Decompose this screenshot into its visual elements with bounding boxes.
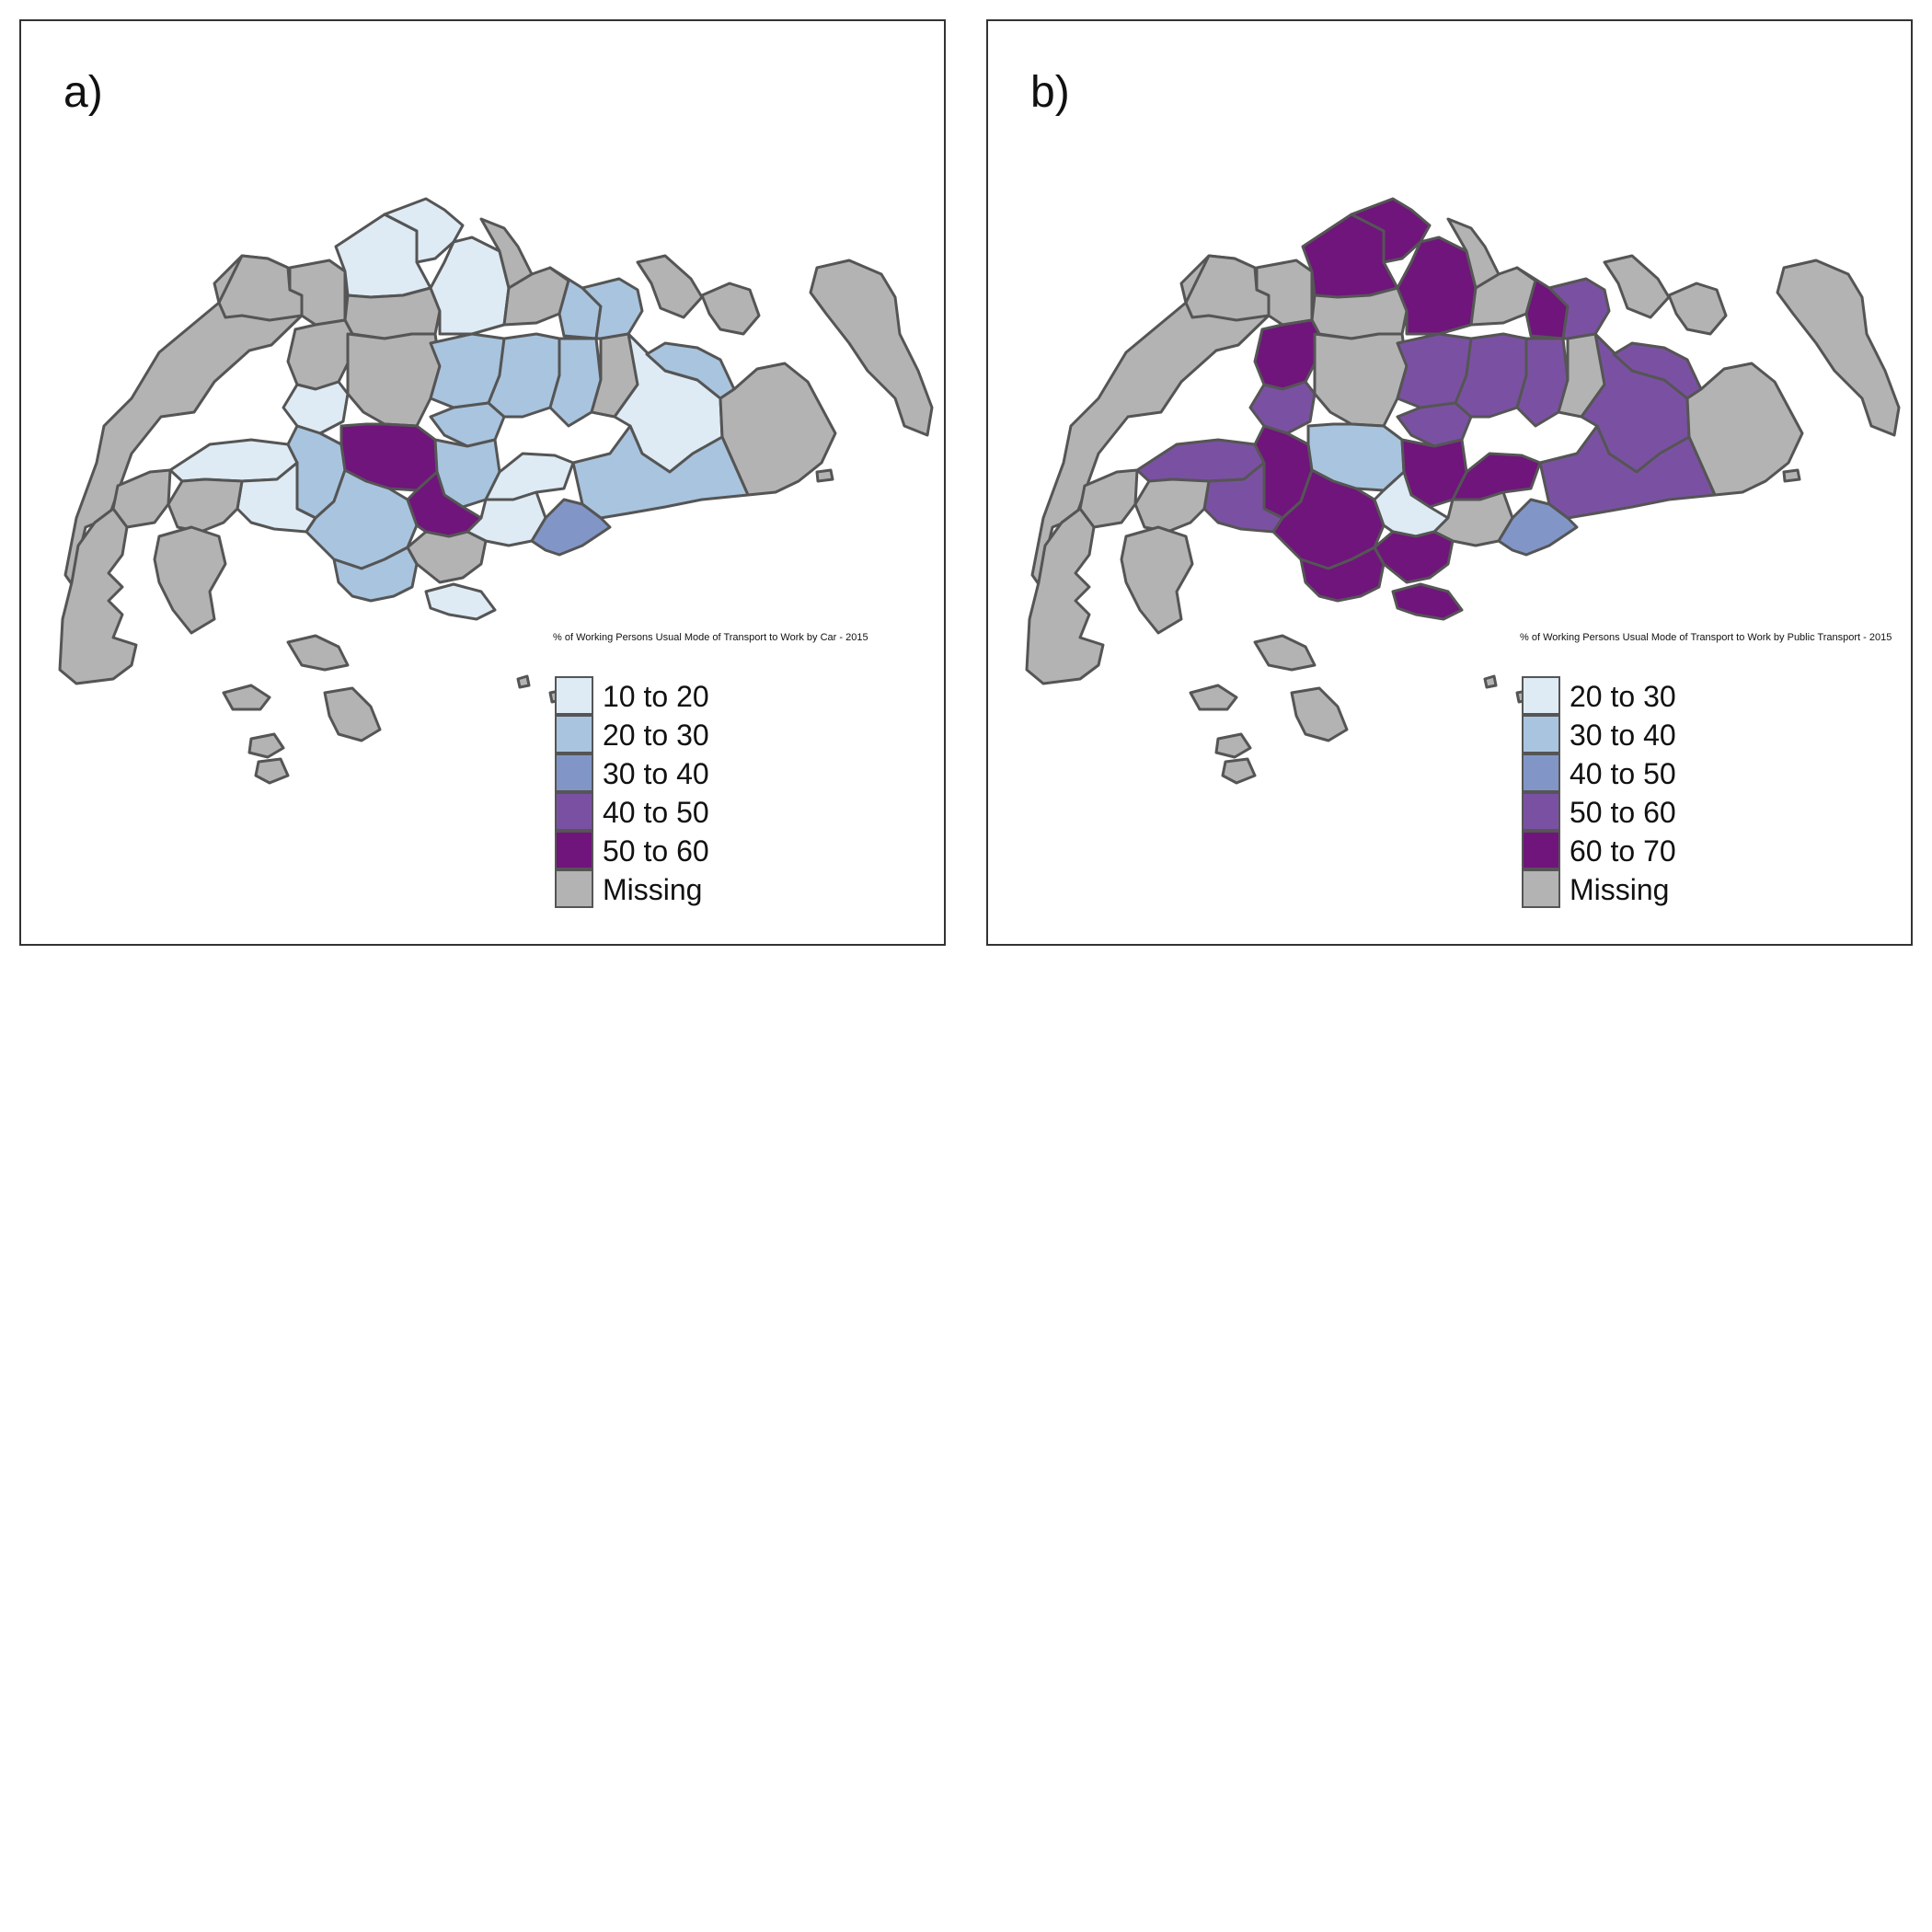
region-jurong-west (168, 438, 299, 483)
legend-swatch (555, 869, 593, 908)
legend-label: 50 to 60 (603, 834, 709, 868)
region-jurong-east (1133, 477, 1211, 534)
region-choa-chu-kang (1253, 318, 1321, 391)
region-mandai (1310, 286, 1409, 340)
region-sengkang (1515, 337, 1570, 428)
legend-label: 50 to 60 (1570, 796, 1676, 829)
region-marine-parade (530, 498, 612, 557)
region-southern-islands (1189, 634, 1349, 785)
region-bukit-panjang (1248, 380, 1317, 435)
region-bedok (571, 424, 750, 520)
region-sentosa (424, 582, 497, 621)
panel-label-b: b) (1030, 68, 1070, 117)
region-sentosa (1391, 582, 1464, 621)
map-area-b (1025, 197, 1901, 785)
map-caption-a: % of Working Persons Usual Mode of Trans… (553, 632, 868, 643)
map-panel-b: b) % of Working Persons Usual Mode of Tr… (986, 19, 1913, 946)
legend-label: 40 to 50 (1570, 757, 1676, 790)
region-central-water (1313, 332, 1409, 428)
island-outline (1483, 674, 1498, 689)
island-outline (1782, 468, 1801, 483)
region-changi-north (1667, 282, 1728, 336)
region-jurong-west (1135, 438, 1266, 483)
legend-label: 30 to 40 (603, 757, 709, 790)
region-bukit-panjang (282, 380, 350, 435)
island-outline (1776, 259, 1901, 437)
legend-label: 30 to 40 (1570, 719, 1676, 752)
legend-label: Missing (1570, 873, 1670, 906)
legend-label: 10 to 20 (603, 680, 709, 713)
legend-swatch (555, 676, 593, 715)
legend-label: 20 to 30 (1570, 680, 1676, 713)
legend-swatch (555, 753, 593, 792)
legend-swatch (1522, 715, 1560, 753)
legend-swatch (1522, 753, 1560, 792)
legend-swatch (1522, 792, 1560, 831)
region-pulau-ubin (636, 254, 704, 319)
island-outline (815, 468, 834, 483)
map-area-a (58, 197, 934, 785)
region-changi-north (700, 282, 761, 336)
region-mandai (343, 286, 442, 340)
region-southern-islands (222, 634, 382, 785)
region-sengkang (548, 337, 603, 428)
region-jurong-island (153, 525, 227, 635)
panel-label-a: a) (63, 68, 103, 117)
region-choa-chu-kang (286, 318, 354, 391)
region-bedok (1538, 424, 1717, 520)
island-outline (516, 674, 531, 689)
region-simpang (1446, 217, 1501, 290)
region-pulau-ubin (1603, 254, 1671, 319)
legend-swatch (555, 831, 593, 869)
legend-swatch (1522, 869, 1560, 908)
region-tuas (58, 507, 138, 685)
region-simpang (479, 217, 534, 290)
region-jurong-island (1120, 525, 1194, 635)
region-tuas (1025, 507, 1105, 685)
legend-label: 60 to 70 (1570, 834, 1676, 868)
legend-label: Missing (603, 873, 703, 906)
region-downtown (1373, 530, 1455, 584)
legend-swatch (1522, 831, 1560, 869)
region-bukit-merah (1299, 546, 1386, 603)
region-marine-parade (1497, 498, 1579, 557)
legend-swatch (1522, 676, 1560, 715)
map-panel-a: a) % of Working Persons Usual Mode of Tr… (19, 19, 946, 946)
legend-swatch (555, 715, 593, 753)
region-downtown (406, 530, 488, 584)
legend-swatch (555, 792, 593, 831)
region-jurong-east (167, 477, 244, 534)
legend-label: 20 to 30 (603, 719, 709, 752)
legend-label: 40 to 50 (603, 796, 709, 829)
island-outline (809, 259, 934, 437)
region-bukit-merah (332, 546, 419, 603)
region-central-water (346, 332, 442, 428)
map-caption-b: % of Working Persons Usual Mode of Trans… (1520, 632, 1892, 643)
